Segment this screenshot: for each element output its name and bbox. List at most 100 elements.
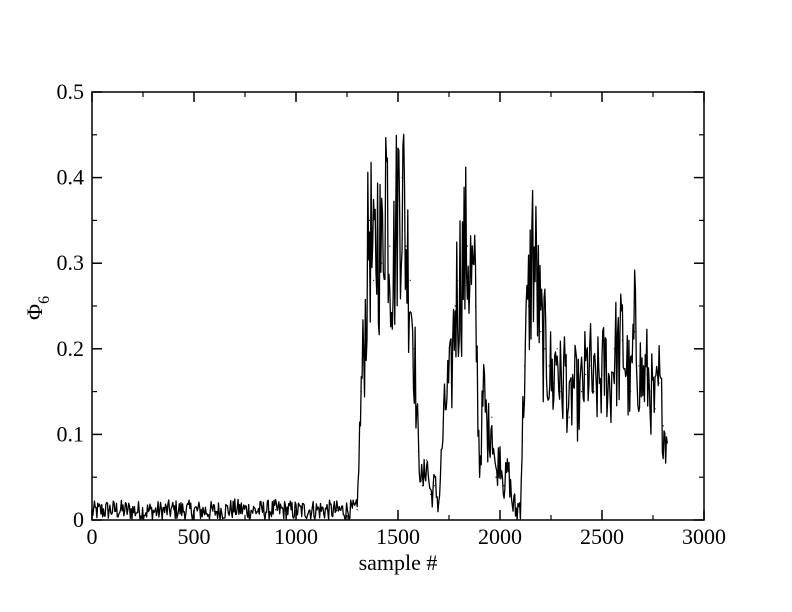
y-tick-label: 0.1 bbox=[57, 421, 85, 446]
data-point bbox=[523, 365, 526, 367]
x-tick-label: 1000 bbox=[274, 524, 318, 549]
data-point bbox=[564, 365, 566, 367]
data-point bbox=[372, 279, 375, 281]
data-point bbox=[385, 159, 387, 162]
data-point bbox=[638, 365, 640, 367]
x-axis-ticks: 0 500 1000 1500 2000 2500 3000 bbox=[87, 92, 726, 549]
data-point bbox=[519, 502, 522, 504]
data-point bbox=[642, 382, 644, 384]
y-axis-label-subscript: 6 bbox=[36, 296, 53, 304]
x-tick-label: 2500 bbox=[580, 524, 624, 549]
data-point bbox=[458, 279, 460, 281]
data-point bbox=[658, 382, 660, 384]
data-point bbox=[499, 450, 501, 453]
y-tick-label: 0 bbox=[73, 507, 84, 532]
x-tick-label: 2000 bbox=[478, 524, 522, 549]
data-point bbox=[425, 459, 428, 461]
data-point bbox=[446, 391, 448, 393]
data-point bbox=[421, 485, 424, 487]
data-point bbox=[613, 348, 615, 350]
x-tick-label: 3000 bbox=[682, 524, 726, 549]
data-point bbox=[173, 509, 175, 511]
data-point bbox=[483, 391, 485, 393]
data-point bbox=[454, 305, 456, 307]
data-point bbox=[650, 391, 652, 393]
data-point bbox=[234, 508, 236, 510]
data-point bbox=[417, 450, 419, 453]
data-point bbox=[507, 468, 509, 470]
data-point bbox=[479, 468, 481, 470]
data-point bbox=[654, 408, 656, 410]
y-tick-label: 0.5 bbox=[57, 79, 85, 104]
data-point bbox=[556, 348, 558, 350]
data-point bbox=[315, 509, 317, 511]
data-point bbox=[132, 509, 134, 512]
data-point bbox=[609, 391, 611, 393]
data-point bbox=[625, 365, 628, 367]
data-point bbox=[409, 279, 411, 281]
data-point bbox=[576, 399, 579, 401]
data-point bbox=[662, 425, 664, 427]
data-point bbox=[360, 391, 362, 393]
data-point bbox=[617, 356, 619, 358]
y-axis-label-symbol: Φ bbox=[22, 304, 47, 320]
y-tick-label: 0.3 bbox=[57, 250, 85, 275]
data-point bbox=[152, 510, 154, 513]
data-point bbox=[401, 177, 403, 179]
plot-series bbox=[91, 133, 668, 521]
data-point bbox=[540, 331, 542, 333]
x-axis-label: sample # bbox=[359, 550, 438, 575]
data-point bbox=[589, 365, 591, 367]
data-point bbox=[450, 382, 452, 384]
data-point bbox=[356, 509, 358, 511]
data-point bbox=[491, 416, 493, 418]
data-point bbox=[430, 493, 432, 495]
y-axis-ticks: 0 0.1 0.2 0.3 0.4 0.5 bbox=[57, 79, 704, 532]
data-point bbox=[474, 305, 477, 307]
data-point bbox=[597, 382, 599, 384]
data-point bbox=[442, 433, 444, 435]
data-point bbox=[544, 348, 546, 350]
data-point bbox=[111, 509, 113, 511]
data-point bbox=[527, 305, 530, 307]
data-point bbox=[470, 279, 473, 281]
data-point bbox=[405, 245, 407, 247]
data-point bbox=[389, 245, 391, 247]
data-point bbox=[560, 391, 562, 393]
data-point bbox=[438, 502, 440, 504]
data-point bbox=[548, 365, 550, 367]
data-point bbox=[634, 331, 636, 333]
data-point bbox=[381, 262, 383, 264]
data-point bbox=[495, 476, 497, 478]
data-point bbox=[511, 502, 513, 504]
data-point bbox=[666, 442, 668, 444]
data-point bbox=[581, 391, 583, 393]
data-point bbox=[397, 194, 399, 196]
data-point bbox=[601, 373, 603, 376]
data-point bbox=[593, 391, 595, 393]
data-point bbox=[487, 433, 489, 435]
x-tick-label: 1500 bbox=[376, 524, 420, 549]
data-point bbox=[503, 485, 505, 487]
x-tick-label: 500 bbox=[178, 524, 211, 549]
data-point bbox=[377, 228, 379, 230]
data-point bbox=[275, 509, 277, 511]
data-point bbox=[368, 219, 371, 221]
data-point bbox=[585, 373, 587, 376]
data-point bbox=[515, 510, 517, 513]
data-point bbox=[393, 262, 395, 264]
data-point bbox=[532, 245, 534, 247]
data-point bbox=[536, 279, 538, 281]
data-point bbox=[434, 485, 436, 487]
data-point bbox=[213, 510, 215, 513]
data-point bbox=[605, 365, 607, 367]
data-point bbox=[572, 382, 575, 384]
data-point bbox=[336, 509, 338, 512]
data-point bbox=[413, 348, 415, 350]
x-tick-label: 0 bbox=[87, 524, 98, 549]
y-tick-label: 0.2 bbox=[57, 336, 85, 361]
data-point bbox=[466, 245, 468, 247]
series-line bbox=[91, 133, 668, 521]
y-axis-label: Φ6 bbox=[22, 296, 53, 320]
